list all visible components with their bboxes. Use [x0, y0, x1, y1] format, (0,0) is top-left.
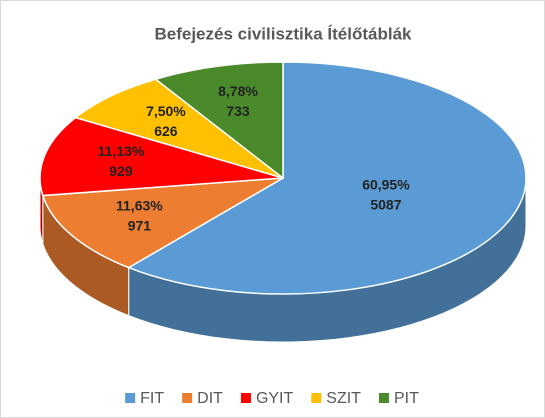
legend-swatch — [125, 393, 136, 403]
value-label: 971 — [128, 218, 152, 234]
value-label: 626 — [154, 123, 178, 139]
legend-label: FIT — [140, 390, 164, 407]
slice — [73, 78, 284, 179]
legend-label: GYIT — [256, 390, 294, 407]
legend-item: DIT — [182, 390, 223, 407]
legend-swatch — [182, 393, 193, 403]
percent-label: 8,78% — [218, 83, 258, 99]
slice — [126, 61, 527, 295]
legend-label: DIT — [197, 390, 223, 407]
percent-label: 7,50% — [146, 103, 186, 119]
slice — [39, 116, 284, 197]
legend-item: SZIT — [311, 390, 361, 407]
value-label: 5087 — [370, 196, 401, 212]
value-label: 733 — [226, 103, 250, 119]
percent-label: 11,13% — [98, 143, 145, 159]
percent-label: 60,95% — [362, 176, 410, 192]
slice — [153, 61, 284, 180]
legend: FIT DIT GYIT SZIT PIT — [125, 390, 419, 407]
legend-item: GYIT — [240, 390, 294, 407]
percent-label: 11,63% — [116, 198, 163, 214]
legend-label: SZIT — [326, 390, 361, 407]
legend-swatch — [240, 393, 251, 403]
slice — [41, 177, 284, 269]
value-label: 929 — [109, 163, 133, 179]
legend-swatch — [311, 393, 322, 403]
chart-title: Befejezés civilisztika Ítélőtáblák — [154, 24, 412, 43]
legend-label: PIT — [394, 390, 419, 407]
legend-item: PIT — [378, 390, 419, 407]
legend-swatch — [378, 393, 389, 403]
legend-item: FIT — [125, 390, 164, 407]
